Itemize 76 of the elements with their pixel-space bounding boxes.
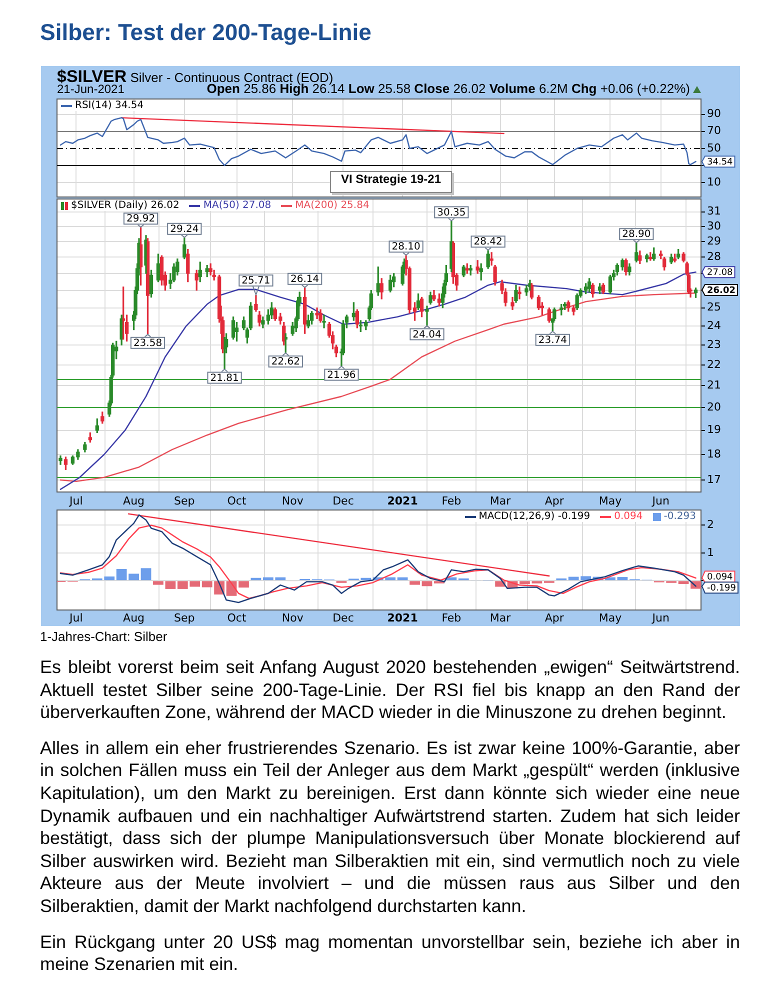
legend-label: MA(200) 25.84	[295, 200, 370, 211]
y-tick-label: 25	[707, 300, 721, 314]
annotation: 28.10	[392, 242, 420, 253]
text: 1-Jahres-Chart: Silber	[40, 629, 168, 644]
y-tick-label: 24	[707, 318, 721, 332]
annotation: 21.81	[210, 372, 239, 384]
x-tick-label: Mar	[490, 494, 512, 508]
annotation: 24.04	[412, 329, 442, 340]
y-tick-label: 50	[707, 141, 721, 154]
annotation: 22.62	[271, 356, 300, 368]
y-tick-label: 10	[707, 175, 721, 188]
x-tick-label: Feb	[442, 494, 462, 508]
x-tick-label: Jul	[68, 611, 83, 624]
y-tick-label: 17	[707, 472, 721, 486]
annotation: 23.74	[538, 335, 567, 346]
y-tick-label: 29	[707, 234, 721, 248]
annotation: 28.90	[622, 229, 651, 240]
y-tick-label: 70	[707, 124, 721, 138]
y-tick-label: 20	[707, 400, 721, 414]
legend-label: $SILVER (Daily) 26.02	[71, 200, 180, 211]
annotation: 26.02	[707, 286, 736, 296]
y-tick-label: 21	[707, 378, 721, 392]
x-tick-label: Aug	[123, 494, 145, 508]
y-tick-label: 31	[707, 204, 721, 218]
annotation: VI Strategie 19-21	[330, 171, 452, 193]
y-tick-label: 30	[707, 219, 721, 232]
x-tick-label: Oct	[227, 494, 247, 508]
y-tick-label: 1	[707, 546, 714, 559]
x-tick-label: Mar	[490, 611, 512, 624]
x-tick-label: Sep	[174, 611, 195, 624]
annotation: 21.96	[327, 370, 356, 381]
y-tick-label: 90	[707, 107, 721, 120]
x-tick-label: May	[598, 494, 622, 508]
text: Ein Rückgang unter 20 US$ mag momentan unvorstellbar sein, beziehe ich aber in meine Szenarien mit ein.	[40, 930, 740, 976]
annotation: 28.42	[474, 236, 502, 248]
y-tick-label: 19	[707, 423, 721, 436]
legend-label: -0.293	[664, 511, 696, 522]
annotation: 34.54	[707, 157, 734, 168]
x-tick-label: Dec	[332, 611, 354, 624]
x-tick-label: Apr	[544, 611, 564, 624]
annotation: 23.58	[133, 338, 162, 350]
y-tick-label: 22	[707, 358, 721, 371]
x-tick-label: Sep	[174, 494, 195, 508]
x-tick-label: Feb	[442, 611, 462, 624]
text: 21-Jun-2021	[57, 82, 124, 96]
y-tick-label: 18	[707, 447, 721, 460]
annotation: 27.08	[707, 268, 734, 278]
annotation: 0.094	[707, 572, 734, 582]
chart-title: Silber: Test der 200-Tage-Linie	[40, 19, 372, 46]
annotation: -0.199	[707, 583, 736, 594]
x-tick-label: Dec	[332, 494, 354, 508]
legend-label: 0.094	[614, 511, 643, 522]
annotation: 29.92	[126, 214, 156, 225]
legend-label: MA(50) 27.08	[203, 200, 272, 211]
text: Es bleibt vorerst beim seit Anfang August 2020 bestehenden „ewigen“ Seitwärtstrend. Aktuell testet Silber seine 200-Tage-Linie. Der RSI fiel bis knapp an den Rand der überverkauften Zone, während der MACD wieder in die Minuszone zu drehen beginnt.	[40, 656, 740, 724]
y-tick-label: 2	[707, 518, 714, 532]
text: Alles in allem ein eher frustrierendes Szenario. Es ist zwar keine 100%-Garantie, aber in solchen Fällen muss ein Teil der Anleger aus dem Markt „gespült“ werden (inklusive Kapitulation), um den Markt zu bereinigen. Erst dann könnte sich wieder eine neue Dynamik aufbauen und ein nachhaltiger Aufwärtstrend starten. Zudem hat sich leider bestätigt, dass sich der plumpe Manipulationsversuch über Monate blockierend auf Silber auswirken wird. Bezieht man Silberaktien mit ein, sind vermutlich noch zu viele Akteure aus der Meute involviert – und die müssen raus aus Silber und den Silberaktien, damit der Markt nachfolgend durchstarten kann.	[40, 736, 740, 918]
x-tick-label: Jul	[68, 494, 83, 508]
annotation: 29.24	[170, 224, 199, 235]
x-tick-label: Jun	[651, 611, 670, 624]
x-tick-label: May	[598, 611, 622, 624]
legend-label: MACD(12,26,9) -0.199	[478, 511, 590, 522]
x-tick-label: Nov	[282, 494, 304, 508]
y-tick-label: 28	[707, 250, 721, 264]
x-tick-label: Aug	[123, 611, 145, 624]
annotation: 25.71	[242, 276, 270, 287]
x-tick-label: Nov	[282, 611, 304, 624]
annotation: 26.14	[290, 274, 320, 286]
x-tick-label: 2021	[387, 611, 418, 624]
legend-label: RSI(14) 34.54	[75, 100, 144, 111]
x-tick-label: Oct	[227, 611, 247, 624]
x-tick-label: 2021	[387, 494, 418, 508]
x-tick-label: Jun	[651, 494, 670, 508]
annotation: 30.35	[437, 207, 466, 218]
x-tick-label: Apr	[544, 494, 564, 508]
y-tick-label: 23	[707, 338, 721, 351]
